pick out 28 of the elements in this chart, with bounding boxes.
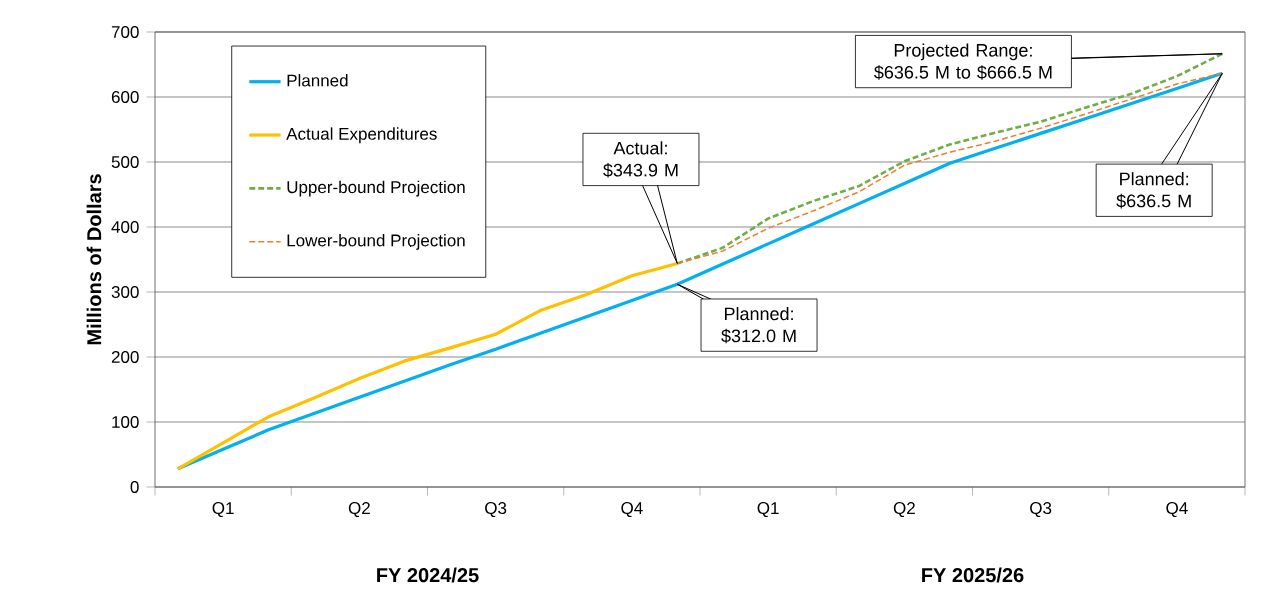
legend-label: Lower-bound Projection bbox=[287, 233, 465, 250]
y-tick-label: 100 bbox=[112, 415, 139, 428]
legend-label: Upper-bound Projection bbox=[287, 180, 465, 197]
legend-label: Actual Expenditures bbox=[286, 127, 437, 144]
text: FY 2025/26 bbox=[922, 567, 1024, 583]
line-series bbox=[176, 261, 679, 471]
x-tick-label: Q4 bbox=[1166, 502, 1188, 518]
annotation: Planned: $312.0 M bbox=[721, 306, 796, 344]
x-tick-label: Q1 bbox=[212, 502, 234, 518]
y-tick-label: 400 bbox=[111, 220, 139, 233]
y-tick-label: 600 bbox=[111, 90, 139, 103]
y-axis-title: Millions of Dollars bbox=[86, 174, 102, 345]
annotation: Planned: $636.5 M bbox=[1116, 172, 1191, 209]
y-tick-label: 500 bbox=[111, 155, 139, 168]
annotation: Projected Range: $636.5 M to $666.5 M bbox=[874, 43, 1052, 80]
x-tick-label: Q3 bbox=[1030, 502, 1052, 518]
x-tick-label: Q4 bbox=[621, 502, 643, 518]
x-tick-label: Q3 bbox=[485, 502, 507, 518]
y-tick-label: 200 bbox=[111, 350, 139, 363]
y-tick-label: 700 bbox=[111, 25, 139, 38]
legend-label: Planned bbox=[287, 74, 348, 87]
y-tick-label: 0 bbox=[130, 480, 139, 493]
annotation: Actual: $343.9 M bbox=[603, 141, 678, 178]
x-tick-label: Q1 bbox=[757, 502, 779, 518]
x-tick-label: Q2 bbox=[348, 502, 370, 518]
x-tick-label: Q2 bbox=[893, 502, 915, 518]
text: FY 2024/25 bbox=[377, 567, 479, 583]
y-tick-label: 300 bbox=[111, 285, 139, 298]
